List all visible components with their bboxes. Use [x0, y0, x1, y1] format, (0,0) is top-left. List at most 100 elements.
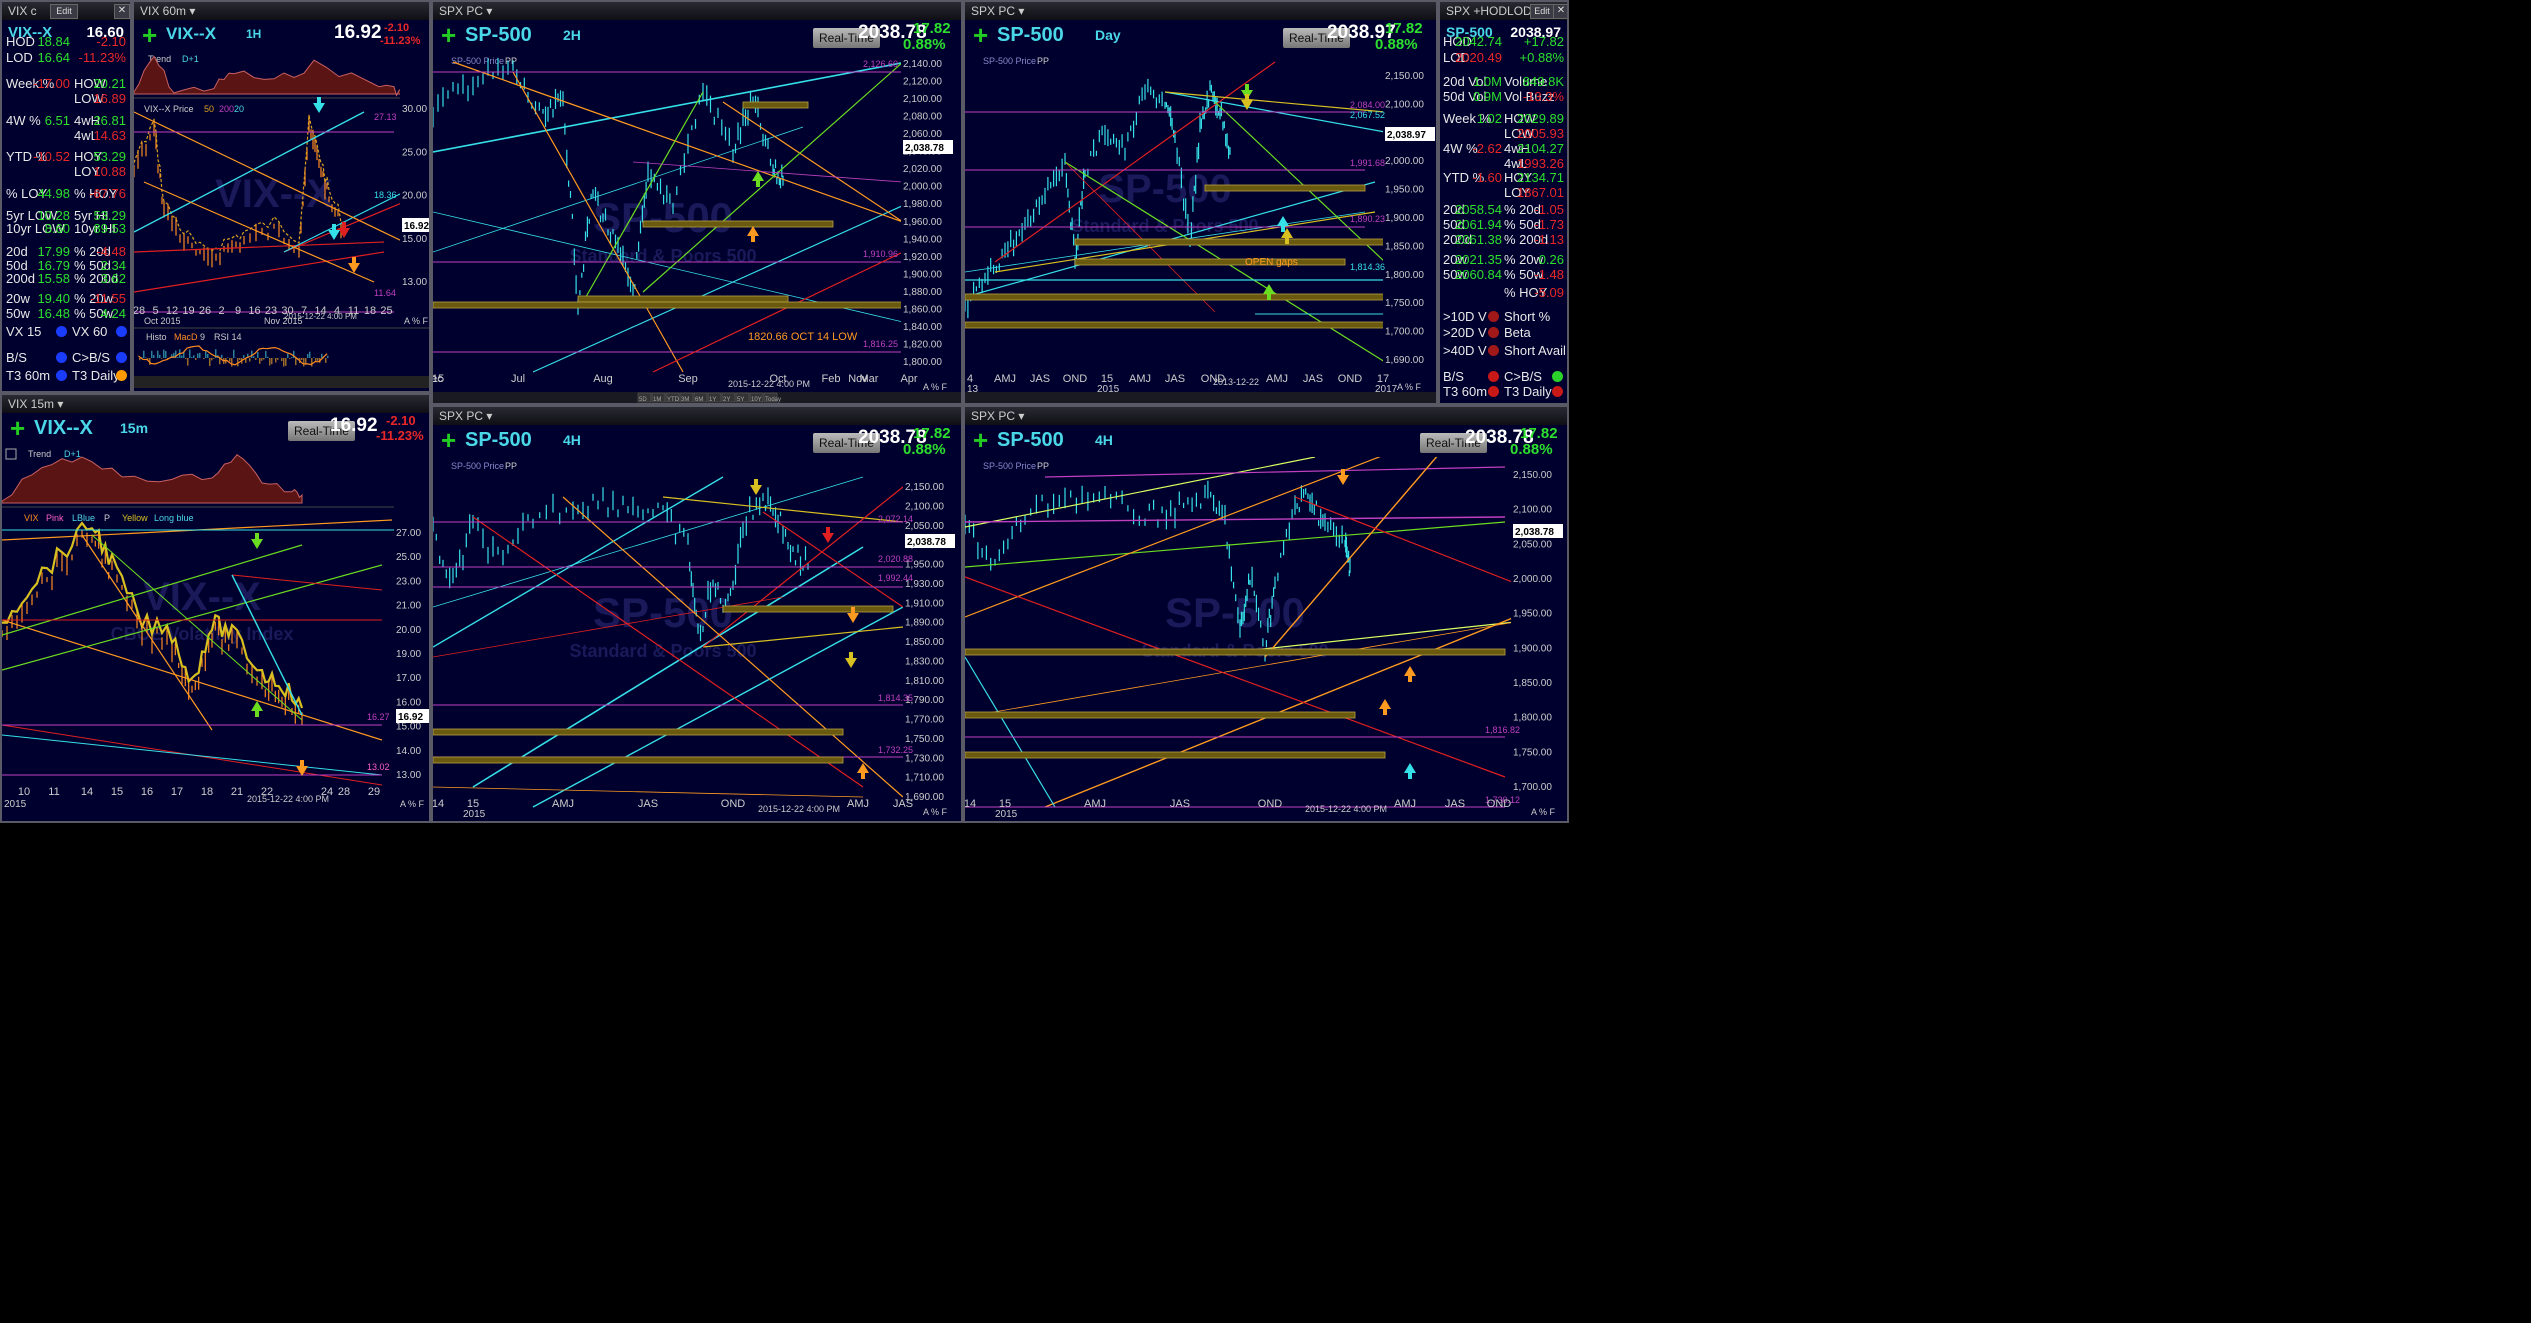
- y-axis-bg: [1383, 52, 1436, 380]
- vix-60m-titlebar[interactable]: VIX 60m ▾: [134, 2, 429, 20]
- date-stamp: 2015-12-22 4:00 PM: [1305, 804, 1387, 814]
- spx-4h-b-titlebar[interactable]: SPX PC ▾: [965, 407, 1567, 425]
- signal-dot: [1488, 345, 1499, 356]
- trendline: [433, 476, 724, 648]
- range-button: [651, 392, 666, 403]
- x-year-label: 2015: [995, 809, 1018, 820]
- spx-4h-a-titlebar[interactable]: SPX PC ▾: [433, 407, 961, 425]
- arrow-up-icon: [1281, 228, 1293, 244]
- real-time-button[interactable]: Real-Time: [1283, 28, 1350, 48]
- timeframe-selector[interactable]: 4H: [563, 432, 581, 448]
- y-tick-label: 16.00: [396, 697, 421, 708]
- vix-15m-plot[interactable]: TrendD+120.0010.008.81VIXPinkLBluePYello…: [2, 445, 429, 821]
- x-year-label: 2017: [1375, 384, 1398, 395]
- symbol-label[interactable]: VIX--X: [166, 24, 217, 43]
- y-tick-label: 1,710.00: [905, 773, 944, 784]
- histogram-bar: [255, 358, 257, 360]
- signal-label: T3 Daily: [72, 368, 120, 383]
- range-button: [679, 392, 694, 403]
- stat-value: 26.81: [93, 113, 126, 128]
- x-tick-label: OND: [1063, 373, 1088, 385]
- close-icon[interactable]: ✕: [1553, 4, 1567, 19]
- real-time-button[interactable]: Real-Time: [813, 433, 880, 453]
- histogram-bar: [173, 352, 175, 358]
- histogram-bar: [185, 358, 187, 360]
- spx-4h-a-plot[interactable]: SP-500 Price PP SP-500 Standard & Poors 500…: [433, 457, 961, 821]
- chevron-down-icon[interactable]: ▾: [483, 4, 493, 18]
- signal-label: C>B/S: [1504, 369, 1542, 384]
- close-icon[interactable]: ✕: [114, 4, 130, 19]
- study-row-label: LBlue: [72, 513, 95, 523]
- gap-band: [722, 605, 894, 613]
- y-tick-label: 27.00: [396, 528, 421, 539]
- last-price: 2038.97: [1327, 22, 1396, 43]
- spx-2h-titlebar[interactable]: SPX PC ▾: [433, 2, 961, 20]
- vix-15m-chart[interactable]: VIX 15m ▾ + VIX--X 15m Real-Time 16.92 -…: [0, 393, 431, 823]
- study-label: PP: [1037, 56, 1049, 66]
- x-tick-label: 14: [314, 305, 326, 317]
- real-time-button[interactable]: Real-Time: [813, 28, 880, 48]
- last-price: 16.92: [330, 415, 378, 436]
- range-button: [735, 392, 750, 403]
- plus-icon[interactable]: +: [142, 20, 158, 50]
- plus-icon[interactable]: +: [441, 425, 457, 455]
- spx-day-chart[interactable]: SPX PC ▾ + SP-500 Day Real-Time 2038.97 …: [963, 0, 1438, 405]
- vix-60m-chart[interactable]: VIX 60m ▾ + VIX--X 1H 16.92 -2.10 -11.23…: [132, 0, 431, 393]
- edit-button[interactable]: Edit: [50, 4, 78, 19]
- symbol-label[interactable]: SP-500: [997, 429, 1064, 451]
- vix-15m-header: + VIX--X 15m Real-Time 16.92 -2.10 -11.2…: [2, 413, 429, 445]
- timeframe-selector[interactable]: Day: [1095, 27, 1121, 43]
- axis-controls: A % F: [1397, 382, 1422, 392]
- spx-4h-chart-a[interactable]: SPX PC ▾ + SP-500 4H Real-Time 2038.78 1…: [431, 405, 963, 823]
- y-tick-label: 2,150.00: [905, 482, 944, 493]
- chevron-down-icon[interactable]: ▾: [186, 4, 196, 18]
- spx-day-plot[interactable]: SP-500 Price PP SP-500 Standard & Poors 500…: [965, 52, 1436, 403]
- chevron-down-icon[interactable]: ▾: [483, 409, 493, 423]
- symbol-label[interactable]: SP-500: [465, 429, 532, 451]
- real-time-button[interactable]: Real-Time: [1420, 433, 1487, 453]
- plus-icon[interactable]: +: [973, 425, 989, 455]
- edit-button[interactable]: Edit: [1530, 4, 1554, 19]
- chevron-down-icon[interactable]: ▾: [54, 397, 64, 411]
- plus-icon[interactable]: +: [973, 20, 989, 50]
- spx-2h-plot[interactable]: SP-500 Price PP SP-500 Standard & Poors 500…: [433, 52, 961, 403]
- symbol-label[interactable]: VIX--X: [34, 417, 93, 439]
- histogram-bar: [161, 358, 163, 359]
- stat-label: % LOY: [6, 186, 48, 201]
- timeframe-selector[interactable]: 15m: [120, 420, 149, 436]
- level-label: 1,814.36: [1350, 262, 1385, 272]
- chevron-down-icon[interactable]: ▾: [1015, 4, 1025, 18]
- real-time-button[interactable]: Real-Time: [288, 421, 355, 441]
- level-label: 1,890.23: [1350, 214, 1385, 224]
- arrow-down-icon: [750, 479, 762, 495]
- study-label: Histo: [146, 332, 167, 342]
- range-button-label: 10Y: [751, 397, 762, 403]
- ma-line: [2, 521, 304, 709]
- spx-2h-chart[interactable]: SPX PC ▾ + SP-500 2H Real-Time 2038.78 1…: [431, 0, 963, 405]
- x-tick-label: 2: [218, 305, 224, 317]
- stat-label: 50d Vol: [1443, 89, 1487, 104]
- timeframe-selector[interactable]: 4H: [1095, 432, 1113, 448]
- plus-icon[interactable]: +: [441, 20, 457, 50]
- symbol-label[interactable]: SP-500: [997, 24, 1064, 46]
- timeframe-selector[interactable]: 2H: [563, 27, 581, 43]
- arrow-up-icon: [1404, 666, 1416, 682]
- chevron-down-icon[interactable]: ▾: [1015, 409, 1025, 423]
- arrow-down-icon: [1241, 94, 1253, 110]
- plus-icon[interactable]: +: [10, 413, 26, 443]
- spx-4h-chart-b[interactable]: SPX PC ▾ + SP-500 4H Real-Time 2038.78 1…: [963, 405, 1569, 823]
- timeframe-selector[interactable]: 1H: [246, 27, 262, 41]
- y-tick-label: 15.00: [402, 234, 427, 245]
- x-tick-label: 18: [364, 305, 376, 317]
- level-label: 2,020.88: [878, 554, 913, 564]
- y-tick-label: 2,100.00: [903, 94, 942, 105]
- trendline: [433, 126, 804, 253]
- vix-stats-titlebar[interactable]: VIX c Edit ✕: [2, 2, 130, 20]
- symbol-label[interactable]: SP-500: [465, 24, 532, 46]
- change-percent: 0.88%: [1510, 441, 1553, 458]
- spx-day-titlebar[interactable]: SPX PC ▾: [965, 2, 1436, 20]
- spx-stats-titlebar[interactable]: SPX +HODLOD Edit ✕: [1440, 2, 1567, 20]
- vix-15m-titlebar[interactable]: VIX 15m ▾: [2, 395, 429, 413]
